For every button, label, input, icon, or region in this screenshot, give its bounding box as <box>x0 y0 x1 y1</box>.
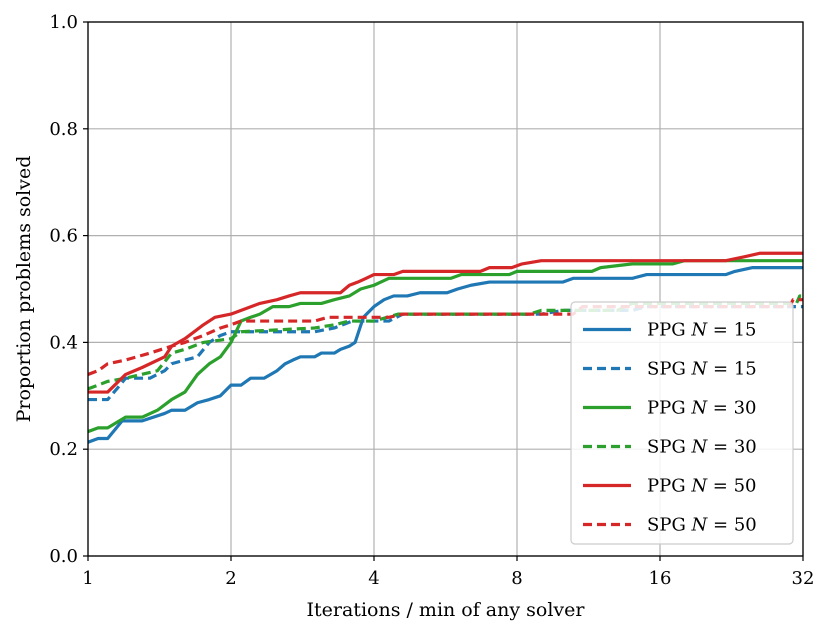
x-tick-label: 2 <box>225 568 236 589</box>
series-line-spg-n15 <box>88 305 803 402</box>
legend-box <box>570 301 794 545</box>
y-tick-label: 1.0 <box>49 12 78 33</box>
y-tick-label: 0.4 <box>49 332 78 353</box>
legend-entry: SPG N = 50 <box>647 515 757 536</box>
series-lines <box>88 251 803 444</box>
legend: PPG N = 15 SPG N = 15 PPG N = 30 SPG N = 30… <box>570 301 794 545</box>
legend-entry: PPG N = 30 <box>647 398 757 419</box>
y-tick-label: 0.0 <box>49 546 78 567</box>
series-line-ppg-n30 <box>88 259 803 434</box>
legend-entry: SPG N = 30 <box>647 437 757 458</box>
y-tick-label: 0.2 <box>49 439 78 460</box>
y-tick-label: 0.8 <box>49 119 78 140</box>
legend-entry: PPG N = 50 <box>647 476 757 497</box>
legend-entry: SPG N = 15 <box>647 359 757 380</box>
x-tick-label: 32 <box>792 568 815 589</box>
x-tick-label: 8 <box>511 568 522 589</box>
y-tick-label: 0.6 <box>49 226 78 247</box>
axis-ticks: 1 2 4 8 16 32 0.0 0.2 0.4 0.6 0.8 1.0 <box>49 12 814 589</box>
series-line-ppg-n15 <box>88 266 803 444</box>
x-tick-label: 1 <box>82 568 93 589</box>
y-axis-label: Proportion problems solved <box>13 156 35 423</box>
legend-entry: PPG N = 15 <box>647 320 757 341</box>
x-tick-label: 4 <box>368 568 379 589</box>
x-tick-label: 16 <box>649 568 672 589</box>
x-axis-label: Iterations / min of any solver <box>307 599 586 621</box>
plot-frame <box>87 21 804 557</box>
